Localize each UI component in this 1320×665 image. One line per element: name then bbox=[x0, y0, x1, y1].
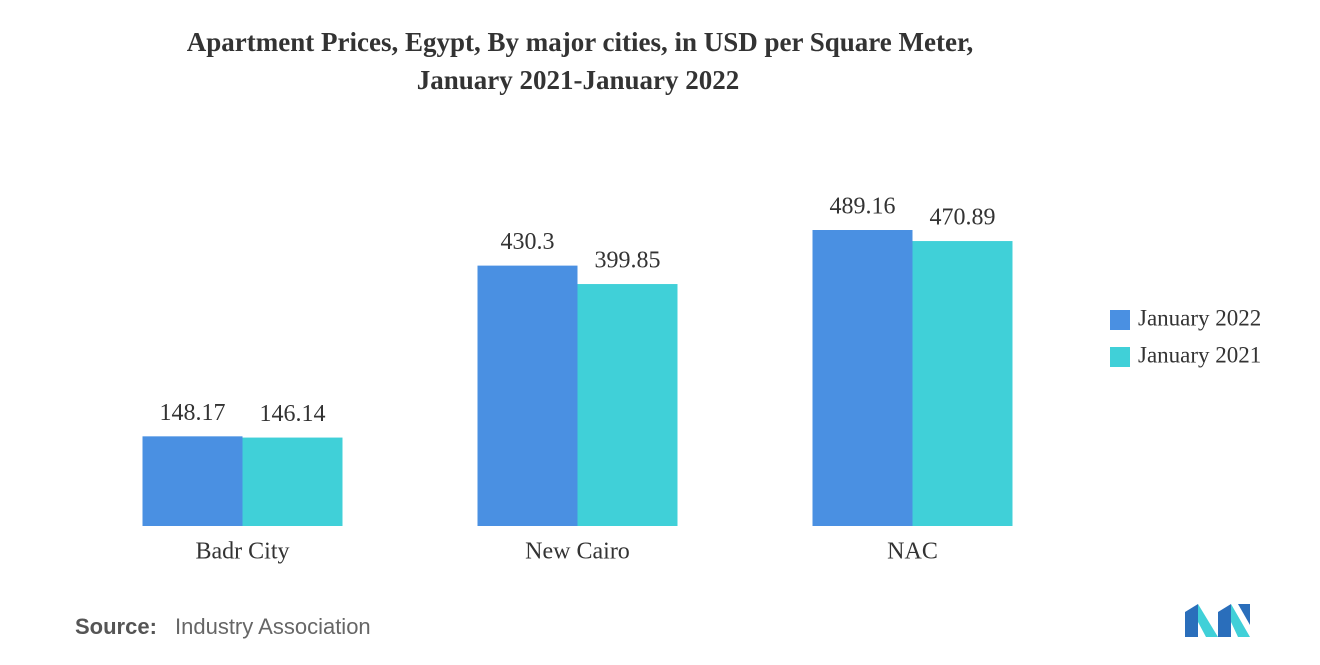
value-label: 146.14 bbox=[260, 401, 326, 427]
chart-title: January 2021-January 2022 bbox=[417, 65, 740, 95]
bar bbox=[812, 230, 913, 526]
value-label: 430.3 bbox=[501, 229, 555, 255]
value-label: 399.85 bbox=[595, 248, 661, 274]
chart-title: Apartment Prices, Egypt, By major cities… bbox=[187, 27, 973, 57]
x-tick-label: Badr City bbox=[196, 539, 290, 565]
value-label: 470.89 bbox=[930, 205, 996, 231]
source-label: Source: bbox=[75, 614, 157, 639]
value-label: 148.17 bbox=[160, 400, 226, 426]
bar bbox=[577, 284, 678, 526]
bar bbox=[242, 437, 343, 526]
legend-swatch bbox=[1110, 347, 1130, 367]
x-tick-label: New Cairo bbox=[525, 539, 630, 565]
bar bbox=[912, 241, 1013, 526]
legend-label: January 2021 bbox=[1138, 342, 1261, 367]
bar bbox=[477, 265, 578, 526]
legend-label: January 2022 bbox=[1138, 305, 1261, 330]
x-tick-label: NAC bbox=[887, 539, 938, 565]
logo bbox=[1185, 604, 1250, 637]
bar bbox=[142, 436, 243, 526]
source-text: Industry Association bbox=[175, 614, 371, 639]
value-label: 489.16 bbox=[830, 194, 896, 220]
legend-swatch bbox=[1110, 310, 1130, 330]
